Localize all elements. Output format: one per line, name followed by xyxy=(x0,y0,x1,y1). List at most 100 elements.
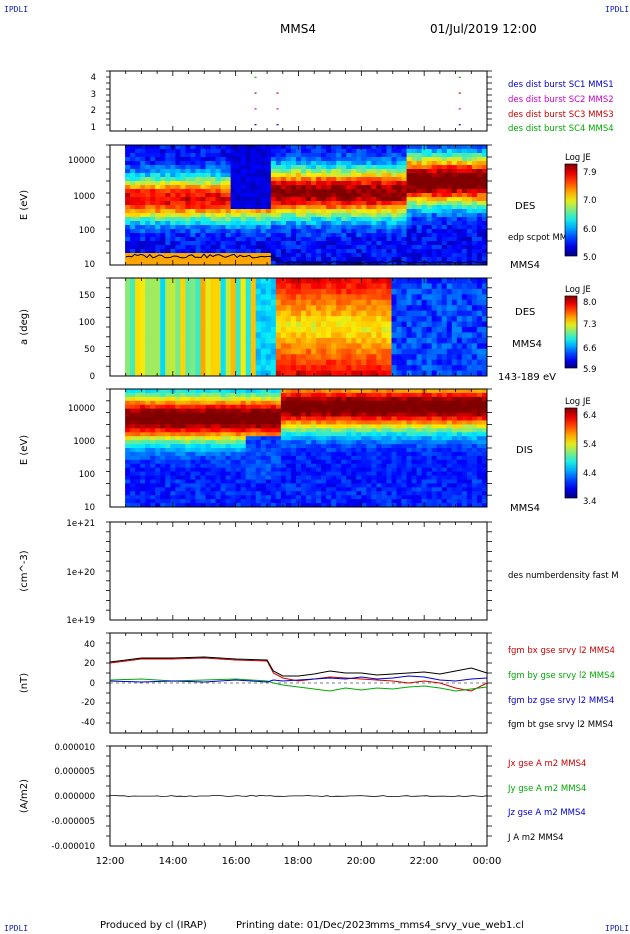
spectrogram-cell xyxy=(175,412,181,417)
spectrogram-cell xyxy=(336,416,342,421)
spectrogram-cell xyxy=(361,288,367,295)
spectrogram-cell xyxy=(220,459,227,465)
spectrogram-cell xyxy=(200,205,206,210)
spectrogram-cell xyxy=(321,332,327,339)
spectrogram-cell xyxy=(301,392,307,398)
spectrogram-cell xyxy=(371,209,377,214)
spectrogram-cell xyxy=(466,197,473,202)
spectrogram-cell xyxy=(235,278,242,284)
spectrogram-cell xyxy=(260,217,267,222)
spectrogram-cell xyxy=(341,479,347,484)
spectrogram-cell xyxy=(321,499,327,504)
des-energy-cb-tick-2: 6.0 xyxy=(583,225,597,235)
spectrogram-cell xyxy=(260,396,267,402)
spectrogram-cell xyxy=(406,249,412,254)
spectrogram-cell xyxy=(331,321,337,328)
spectrogram-cell xyxy=(331,343,337,350)
spectrogram-cell xyxy=(280,217,287,222)
spectrogram-cell xyxy=(160,165,166,170)
spectrogram-cell xyxy=(200,229,206,234)
spectrogram-cell xyxy=(295,495,302,500)
spectrogram-cell xyxy=(285,185,292,190)
spectrogram-cell xyxy=(200,294,206,301)
spectrogram-cell xyxy=(421,149,428,154)
spectrogram-cell xyxy=(290,145,297,150)
spectrogram-cell xyxy=(205,278,211,284)
spectrogram-cell xyxy=(150,209,156,214)
spectrogram-cell xyxy=(476,354,483,361)
spectrogram-cell xyxy=(476,153,483,158)
spectrogram-cell xyxy=(140,459,146,465)
spectrogram-cell xyxy=(280,209,287,214)
spectrogram-cell xyxy=(280,483,287,488)
spectrogram-cell xyxy=(321,161,327,166)
spectrogram-cell xyxy=(260,451,267,457)
spectrogram-cell xyxy=(225,404,232,410)
spectrogram-cell xyxy=(180,161,186,166)
spectrogram-cell xyxy=(436,316,443,322)
spectrogram-cell xyxy=(175,389,181,394)
spectrogram-cell xyxy=(150,149,156,154)
spectrogram-cell xyxy=(386,310,392,317)
spectrogram-cell xyxy=(235,424,242,429)
spectrogram-cell xyxy=(210,327,216,333)
spectrogram-cell xyxy=(280,221,287,226)
spectrogram-cell xyxy=(185,245,191,250)
spectrogram-cell xyxy=(341,499,347,504)
spectrogram-cell xyxy=(160,327,166,333)
spectrogram-cell xyxy=(285,316,292,322)
spectrogram-cell xyxy=(150,463,156,469)
spectrogram-cell xyxy=(461,221,468,226)
spectrogram-cell xyxy=(316,161,322,166)
spectrogram-cell xyxy=(265,165,272,170)
spectrogram-cell xyxy=(255,499,262,504)
spectrogram-cell xyxy=(145,177,151,182)
spectrogram-cell xyxy=(441,261,448,266)
spectrogram-cell xyxy=(265,316,272,322)
spectrogram-cell xyxy=(220,475,227,480)
spectrogram-cell xyxy=(316,495,322,500)
spectrogram-cell xyxy=(245,412,252,417)
spectrogram-cell xyxy=(466,169,473,174)
spectrogram-cell xyxy=(140,261,146,266)
spectrogram-cell xyxy=(200,332,206,339)
spectrogram-cell xyxy=(396,365,402,371)
spectrogram-cell xyxy=(321,241,327,246)
spectrogram-cell xyxy=(406,221,412,226)
spectrogram-cell xyxy=(155,321,161,328)
spectrogram-cell xyxy=(150,278,156,284)
spectrogram-cell xyxy=(170,444,176,449)
spectrogram-cell xyxy=(195,491,201,496)
spectrogram-cell xyxy=(125,337,131,344)
spectrogram-cell xyxy=(346,173,352,178)
spectrogram-cell xyxy=(336,370,342,377)
plot-date-time: 01/Jul/2019 12:00 xyxy=(430,22,537,36)
spectrogram-cell xyxy=(235,440,242,445)
spectrogram-cell xyxy=(180,337,186,344)
spectrogram-cell xyxy=(155,467,161,472)
spectrogram-cell xyxy=(180,475,186,480)
spectrogram-cell xyxy=(326,420,332,425)
spectrogram-cell xyxy=(316,209,322,214)
spectrogram-cell xyxy=(351,359,357,366)
spectrogram-cell xyxy=(401,278,407,284)
spectrogram-cell xyxy=(481,257,488,262)
spectrogram-cell xyxy=(471,327,478,333)
spectrogram-cell xyxy=(155,149,161,154)
spectrogram-cell xyxy=(451,197,458,202)
spectrogram-cell xyxy=(205,396,211,402)
spectrogram-cell xyxy=(481,261,488,266)
spectrogram-cell xyxy=(175,225,181,230)
burst-ytick-1: 1 xyxy=(91,123,96,133)
spectrogram-cell xyxy=(165,487,171,492)
spectrogram-cell xyxy=(175,451,181,457)
spectrogram-cell xyxy=(421,299,428,306)
spectrogram-cell xyxy=(316,283,322,290)
spectrogram-cell xyxy=(140,392,146,398)
spectrogram-cell xyxy=(270,257,277,262)
spectrogram-cell xyxy=(225,436,232,441)
spectrogram-cell xyxy=(225,343,232,350)
spectrogram-cell xyxy=(481,197,488,202)
spectrogram-cell xyxy=(466,193,473,198)
spectrogram-cell xyxy=(140,149,146,154)
